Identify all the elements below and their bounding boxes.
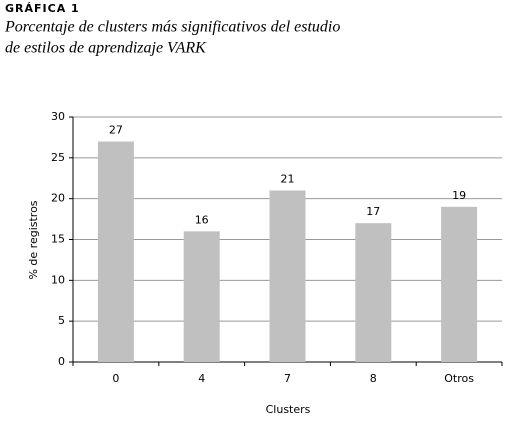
x-tick-label: 4 [198, 372, 205, 385]
title-line: Porcentaje de clusters más significativo… [4, 19, 340, 36]
x-tick-label: 0 [112, 372, 119, 385]
data-label: 21 [281, 173, 295, 186]
data-label: 27 [109, 124, 123, 137]
y-tick-label: 10 [51, 273, 65, 286]
figure-label: GRÁFICA 1 [5, 2, 80, 15]
bar [97, 141, 134, 362]
title-line: de estilos de aprendizaje VARK [5, 40, 207, 57]
y-tick-label: 20 [51, 192, 65, 205]
x-tick-label: 8 [370, 372, 377, 385]
data-label: 19 [452, 189, 466, 202]
data-label: 16 [195, 213, 209, 226]
y-axis-label: % de registros [27, 200, 40, 279]
y-tick-label: 25 [51, 151, 65, 164]
bar [183, 231, 220, 362]
y-tick-label: 30 [51, 110, 65, 123]
bar [355, 223, 392, 362]
y-tick-label: 5 [58, 314, 65, 327]
data-label: 17 [366, 205, 380, 218]
y-tick-label: 15 [51, 233, 65, 246]
x-tick-label: Otros [444, 372, 474, 385]
y-tick-label: 0 [58, 355, 65, 368]
bar [441, 206, 478, 362]
bar [269, 190, 306, 362]
x-tick-label: 7 [284, 372, 291, 385]
x-axis-label: Clusters [266, 403, 311, 416]
